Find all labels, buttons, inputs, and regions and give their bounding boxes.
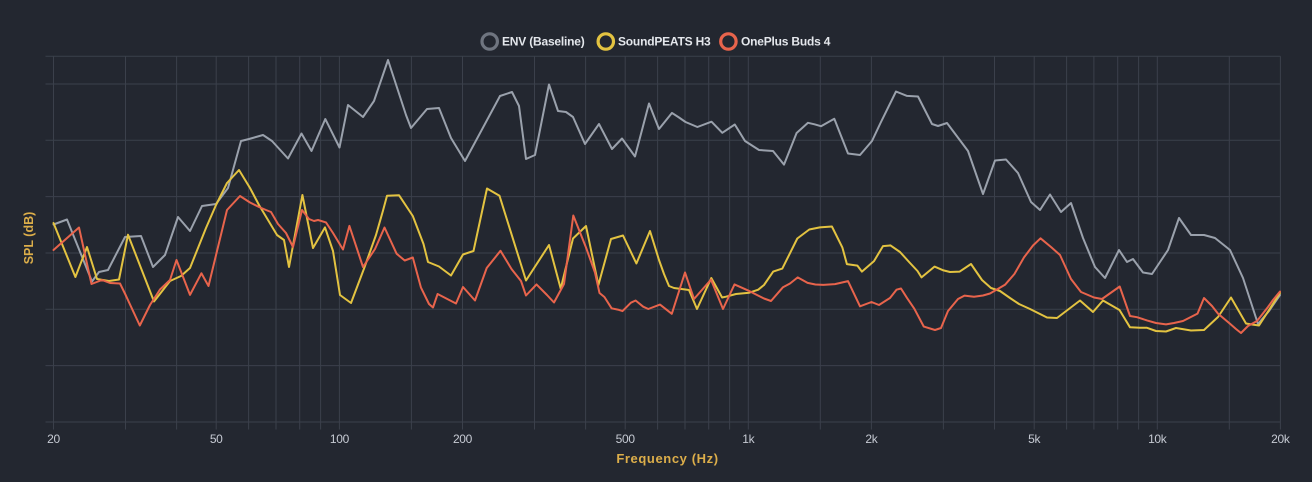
svg-text:50: 50 [210, 432, 223, 446]
svg-text:ENV (Baseline): ENV (Baseline) [502, 35, 585, 49]
svg-text:100: 100 [330, 432, 350, 446]
svg-text:Frequency (Hz): Frequency (Hz) [616, 451, 718, 466]
svg-text:1k: 1k [742, 432, 755, 446]
svg-text:20k: 20k [1271, 432, 1291, 446]
svg-text:200: 200 [453, 432, 473, 446]
svg-text:2k: 2k [865, 432, 878, 446]
svg-text:5k: 5k [1028, 432, 1041, 446]
svg-text:SoundPEATS H3: SoundPEATS H3 [618, 35, 711, 49]
svg-text:20: 20 [47, 432, 60, 446]
svg-text:SPL (dB): SPL (dB) [22, 212, 36, 265]
svg-text:10k: 10k [1148, 432, 1168, 446]
svg-text:OnePlus Buds 4: OnePlus Buds 4 [741, 35, 831, 49]
svg-text:500: 500 [616, 432, 636, 446]
